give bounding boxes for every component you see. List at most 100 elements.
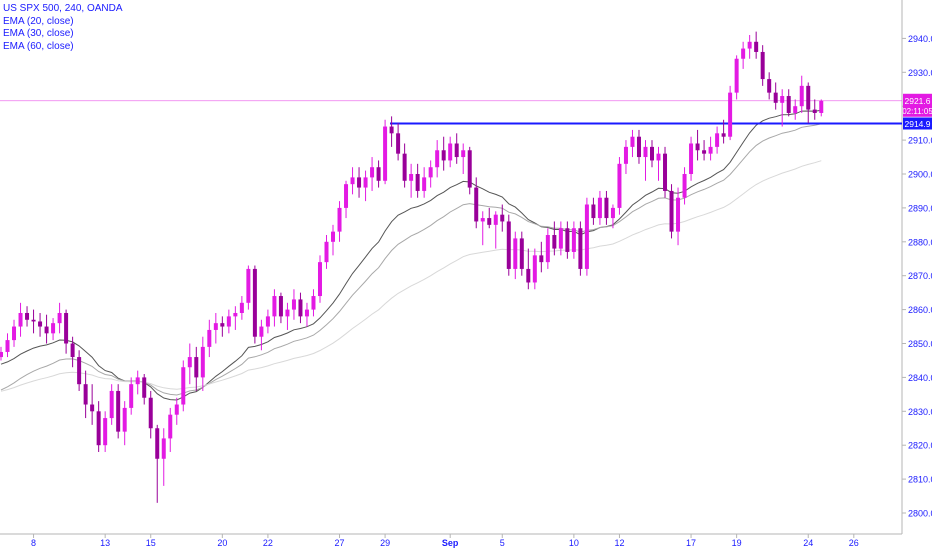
candle-body — [747, 41, 752, 49]
candle-body — [480, 218, 485, 222]
candle-body — [441, 150, 446, 161]
candle-body — [493, 214, 498, 225]
candle-body — [213, 323, 218, 330]
indicator-ema-30-label[interactable]: EMA (30, close) — [3, 28, 74, 39]
y-tick-label: 2860.0 — [908, 305, 932, 315]
chart-legend: US SPX 500, 240, OANDA EMA (20, close) E… — [3, 3, 123, 53]
y-tick-label: 2850.0 — [908, 339, 932, 349]
candle-body — [689, 143, 694, 174]
candle-body — [103, 418, 108, 446]
y-tick-label: 2840.0 — [908, 373, 932, 383]
x-tick-label: 12 — [614, 538, 624, 548]
candle-body — [259, 326, 264, 337]
candle-body — [539, 255, 544, 263]
candle-body — [357, 177, 362, 188]
candle-body — [194, 357, 199, 378]
candle-body — [389, 126, 394, 134]
candle-body — [324, 241, 329, 263]
candle-body — [383, 126, 388, 181]
candle-body — [233, 312, 238, 317]
candle-body — [304, 309, 309, 317]
candle-body — [38, 321, 43, 327]
candle-body — [90, 404, 95, 412]
x-tick-label: 10 — [569, 538, 579, 548]
candle-body — [636, 136, 641, 158]
candle-body — [291, 299, 296, 310]
y-tick-label: 2820.0 — [908, 441, 932, 451]
candle-body — [467, 150, 472, 188]
candle-body — [174, 404, 179, 415]
x-tick-label: 13 — [100, 538, 110, 548]
symbol-title[interactable]: US SPX 500, 240, OANDA — [3, 3, 123, 14]
candle-body — [597, 197, 602, 219]
candle-body — [526, 268, 531, 283]
candle-body — [129, 384, 134, 408]
candle-body — [396, 133, 401, 154]
x-tick-label: 5 — [500, 538, 505, 548]
candle-body — [207, 329, 212, 347]
candle-body — [506, 221, 511, 269]
candle-body — [116, 390, 121, 432]
candle-body — [604, 197, 609, 219]
candle-body — [298, 299, 303, 317]
candle-body — [252, 268, 257, 337]
candle-body — [370, 167, 375, 178]
candle-body — [155, 428, 160, 459]
candle-body — [799, 85, 804, 107]
x-tick-label: 26 — [849, 538, 859, 548]
candle-body — [519, 238, 524, 269]
last-price-label: 2921.6 — [905, 96, 931, 106]
candle-body — [402, 153, 407, 181]
candle-body — [331, 231, 336, 242]
candle-body — [350, 177, 355, 185]
candle-body — [676, 197, 681, 232]
candle-body — [122, 407, 127, 432]
x-tick-label: 8 — [31, 538, 36, 548]
resistance-price-label: 2914.9 — [905, 119, 931, 129]
resistance-price-badge — [903, 117, 932, 130]
indicator-ema-60-label[interactable]: EMA (60, close) — [3, 40, 74, 52]
candle-body — [578, 228, 583, 269]
candle-body — [454, 143, 459, 158]
x-tick-label: 19 — [732, 538, 742, 548]
candle-body — [64, 312, 69, 344]
candle-body — [532, 255, 537, 283]
candle-body — [435, 150, 440, 168]
candle-body — [422, 177, 427, 191]
candle-body — [669, 190, 674, 232]
candle-body — [77, 357, 82, 385]
candle-body — [552, 235, 557, 249]
candle-body — [643, 146, 648, 158]
candle-body — [0, 351, 3, 358]
candle-body — [623, 146, 628, 164]
candle-body — [272, 296, 277, 317]
candle-body — [344, 184, 349, 208]
candle-body — [584, 204, 589, 269]
y-tick-label: 2880.0 — [908, 237, 932, 247]
candle-body — [487, 218, 492, 225]
candle-body — [161, 438, 166, 459]
plot-background — [0, 0, 902, 534]
candle-body — [773, 92, 778, 103]
candle-body — [819, 100, 824, 113]
candle-body — [545, 235, 550, 263]
last-price-badge — [903, 93, 932, 117]
candle-body — [311, 296, 316, 310]
x-tick-label: 20 — [217, 538, 227, 548]
candle-body — [12, 326, 17, 341]
indicator-ema-20-label[interactable]: EMA (20, close) — [3, 15, 74, 27]
x-tick-label: 24 — [803, 538, 813, 548]
candle-body — [187, 357, 192, 368]
y-tick-label: 2870.0 — [908, 271, 932, 281]
candle-body — [591, 204, 596, 219]
candle-body — [31, 319, 36, 322]
y-tick-label: 2800.0 — [908, 509, 932, 519]
y-tick-label: 2940.0 — [908, 34, 932, 44]
candle-body — [181, 367, 186, 405]
candle-body — [337, 207, 342, 232]
y-tick-label: 2890.0 — [908, 203, 932, 213]
candle-body — [630, 136, 635, 147]
candle-body — [265, 316, 270, 327]
